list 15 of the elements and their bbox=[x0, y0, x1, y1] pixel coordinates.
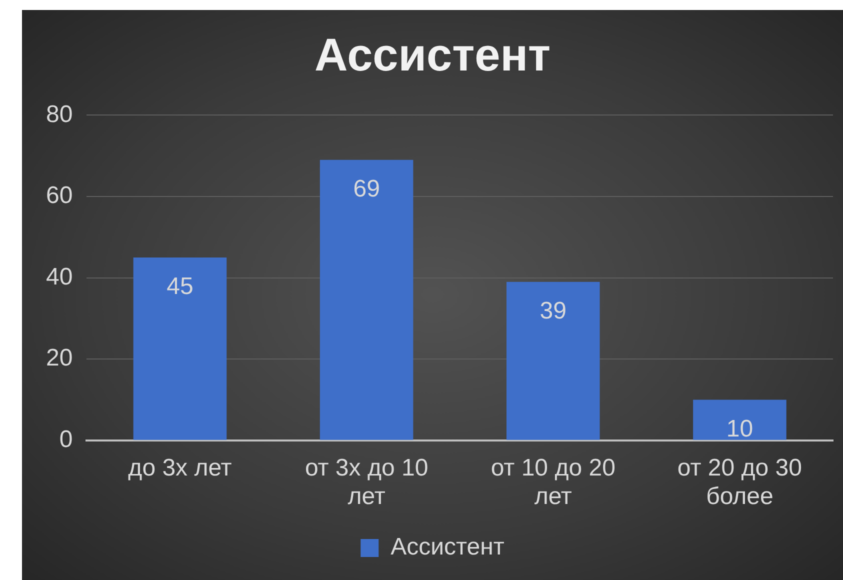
x-tick-label: до 3х лет bbox=[128, 454, 232, 482]
legend-label: Ассистент bbox=[390, 534, 504, 561]
x-tick-label: от 10 до 20 лет bbox=[490, 454, 616, 510]
data-label: 10 bbox=[726, 415, 754, 442]
data-label: 39 bbox=[540, 297, 566, 324]
y-tick-label: 40 bbox=[46, 263, 73, 290]
chart-title: Ассистент bbox=[314, 28, 551, 80]
y-tick-label: 60 bbox=[46, 182, 73, 210]
x-tick-label: от 20 до 30 более bbox=[677, 454, 802, 510]
y-tick-label: 80 bbox=[46, 100, 73, 128]
y-tick-label: 0 bbox=[59, 426, 73, 454]
y-tick-label: 20 bbox=[46, 344, 73, 372]
data-label: 45 bbox=[166, 273, 194, 300]
x-tick-label: от 3х до 10 лет bbox=[304, 454, 428, 510]
data-label: 69 bbox=[353, 176, 380, 203]
